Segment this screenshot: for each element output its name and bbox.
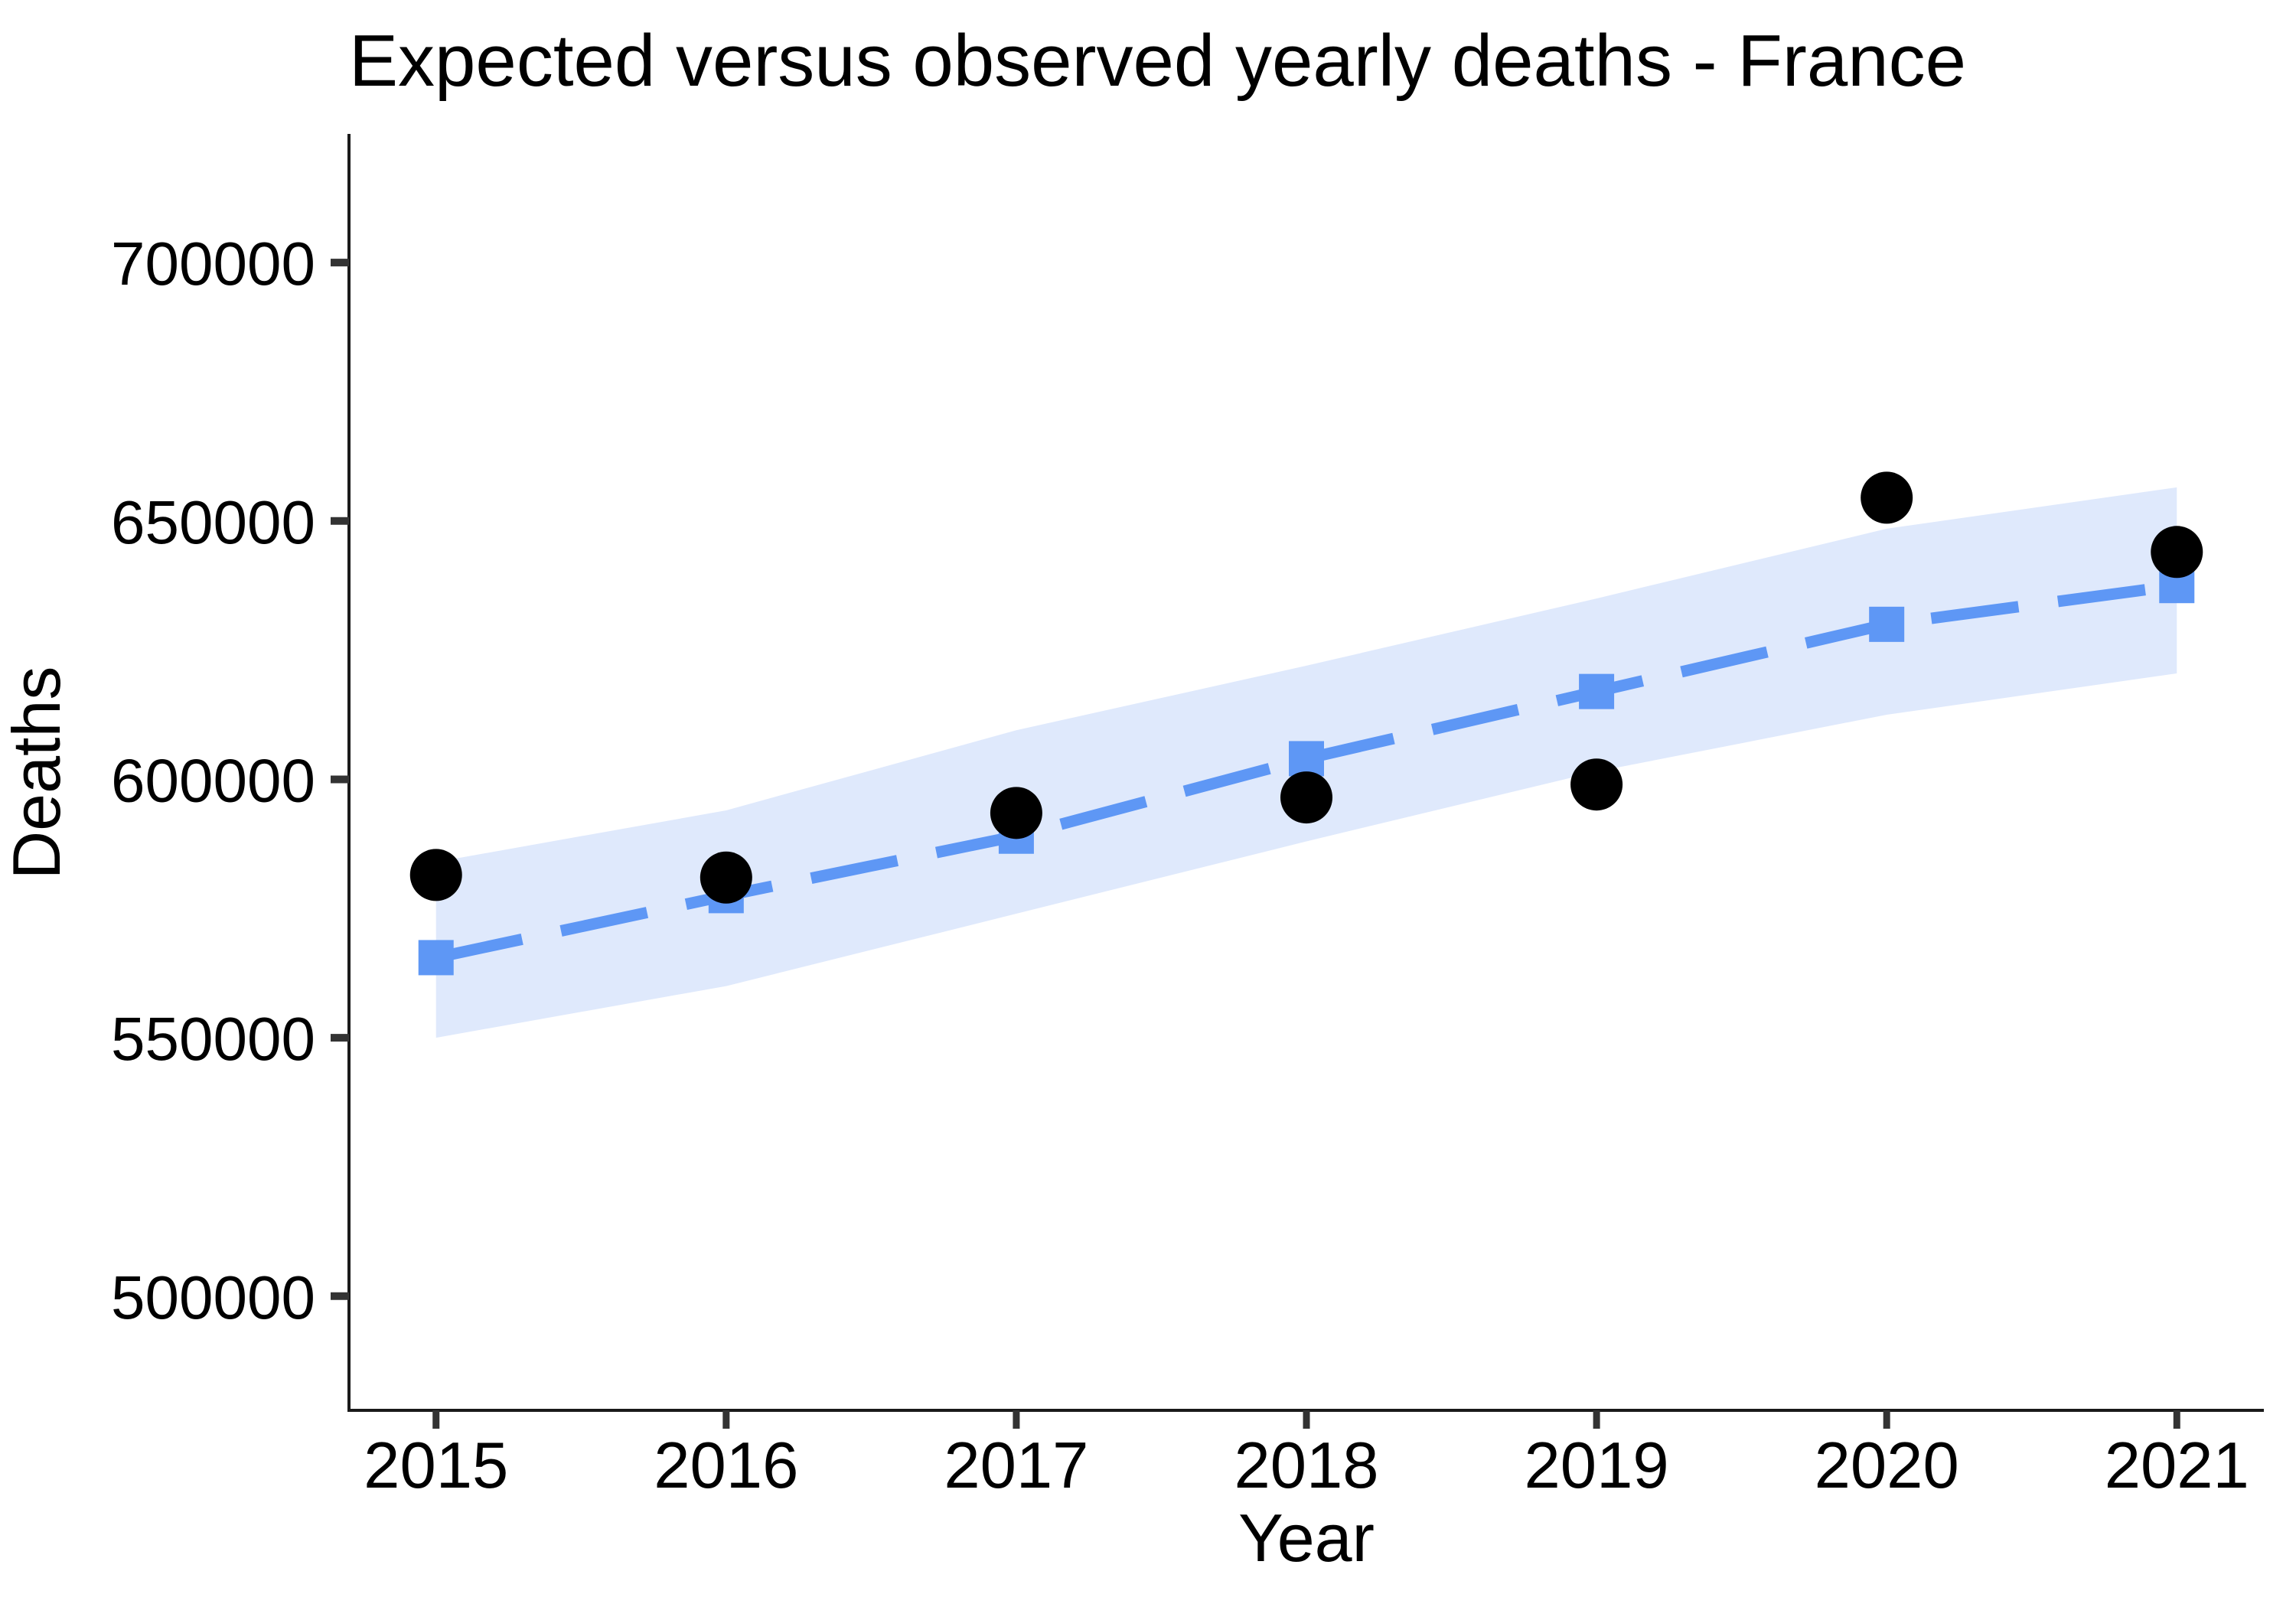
- expected-point-2020: [1869, 606, 1905, 642]
- x-tick-label-2021: 2021: [2105, 1429, 2249, 1502]
- y-axis-label: Deaths: [0, 667, 74, 880]
- x-axis-label: Year: [1238, 1500, 1375, 1576]
- observed-point-2016: [700, 851, 752, 904]
- observed-point-2019: [1570, 758, 1623, 811]
- y-axis-ticks: 500000 550000 600000 650000 700000: [111, 230, 349, 1332]
- observed-point-2018: [1280, 771, 1332, 824]
- expected-point-2018: [1289, 741, 1324, 777]
- expected-point-2019: [1579, 673, 1615, 709]
- y-tick-label-700000: 700000: [111, 230, 315, 298]
- y-tick-label-600000: 600000: [111, 746, 315, 814]
- y-tick-label-650000: 650000: [111, 488, 315, 556]
- x-axis-ticks: 2015 2016 2017 2018 2019 2020 2021: [364, 1410, 2249, 1502]
- x-tick-label-2019: 2019: [1525, 1429, 1669, 1502]
- x-tick-label-2015: 2015: [364, 1429, 508, 1502]
- observed-point-2021: [2151, 526, 2203, 579]
- observed-points: [409, 471, 2203, 904]
- x-tick-label-2018: 2018: [1234, 1429, 1378, 1502]
- expected-point-2015: [418, 940, 454, 976]
- x-tick-label-2020: 2020: [1815, 1429, 1959, 1502]
- observed-point-2017: [990, 787, 1042, 839]
- observed-point-2015: [409, 849, 462, 901]
- y-tick-label-500000: 500000: [111, 1263, 315, 1332]
- x-tick-label-2016: 2016: [654, 1429, 798, 1502]
- y-tick-label-550000: 550000: [111, 1005, 315, 1073]
- chart-title: Expected versus observed yearly deaths -…: [349, 20, 1966, 102]
- x-tick-label-2017: 2017: [944, 1429, 1088, 1502]
- observed-point-2020: [1861, 471, 1913, 524]
